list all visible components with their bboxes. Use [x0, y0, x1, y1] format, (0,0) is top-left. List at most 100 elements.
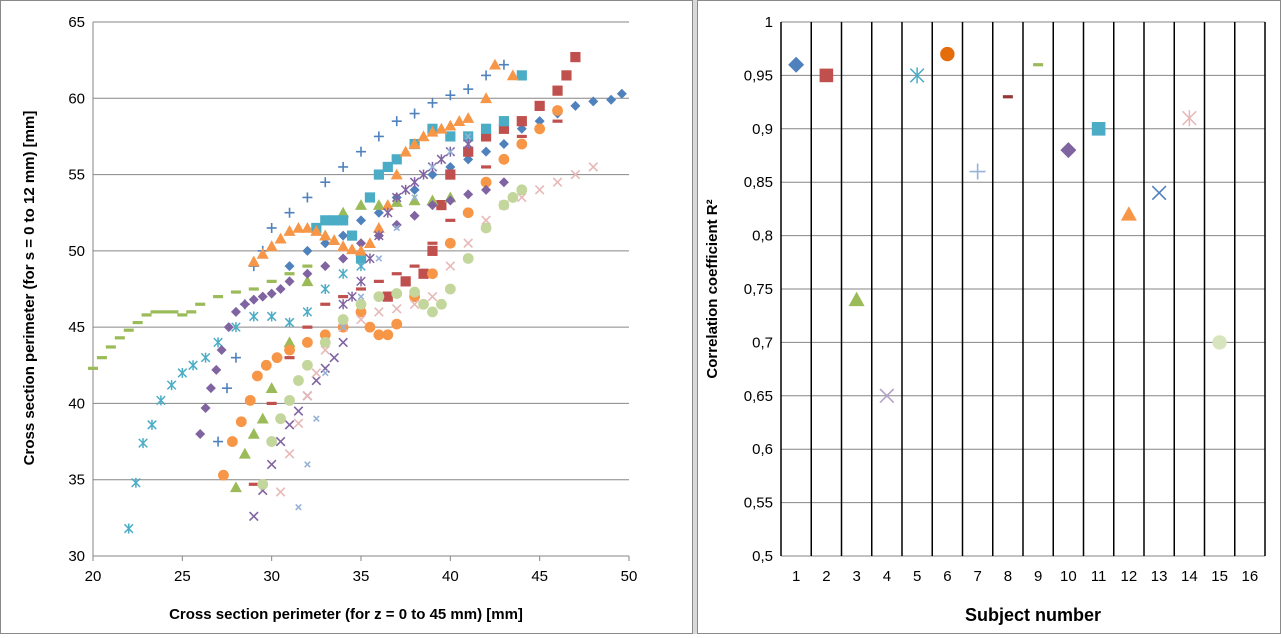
right-y-tick-label: 1 [765, 14, 773, 31]
left-data-point [381, 199, 394, 210]
left-data-point [462, 112, 475, 123]
left-data-point [105, 345, 116, 349]
left-data-point [427, 291, 438, 302]
left-data-point [481, 184, 492, 195]
left-data-point [616, 88, 627, 99]
left-data-point [257, 478, 269, 490]
left-series-9 [88, 264, 313, 370]
left-series-2 [382, 51, 581, 302]
right-chart-panel: 0,5 0,55 0,6 0,65 0,7 0,75 0,8 0,85 0,9 0,95 1 1 2 3 4… [697, 0, 1281, 634]
left-data-point [230, 290, 241, 294]
left-data-point [552, 85, 563, 96]
left-data-point [238, 447, 251, 459]
right-y-tick-label: 0,75 [744, 281, 773, 298]
left-data-point [96, 356, 107, 360]
left-data-point [355, 244, 367, 256]
left-data-point [195, 428, 206, 439]
left-data-point [284, 344, 295, 356]
left-data-point [588, 96, 599, 107]
left-y-tick-label: 60 [68, 90, 85, 107]
right-data-point-subject-8 [1002, 95, 1013, 99]
right-data-point-subject-7 [969, 163, 986, 180]
left-y-tick-label: 35 [68, 472, 85, 489]
left-data-point [481, 165, 492, 169]
left-data-point [498, 116, 510, 127]
left-data-point [338, 337, 348, 348]
left-data-point [266, 459, 277, 470]
left-chart-panel: 30 35 40 45 50 55 60 65 20 25 30 35 40 45 50 Cross sec… [0, 0, 693, 634]
left-data-point [213, 436, 224, 447]
left-data-point [88, 366, 98, 370]
right-data-point-subject-14 [1182, 110, 1197, 127]
left-data-point [570, 169, 581, 180]
left-data-point [230, 306, 241, 317]
left-data-point [284, 317, 295, 328]
left-data-point [260, 359, 272, 371]
left-y-tick-label: 40 [68, 395, 85, 412]
left-data-point [445, 218, 456, 222]
left-data-point [534, 100, 545, 112]
left-data-point [200, 403, 211, 414]
right-y-tick-label: 0,7 [752, 334, 773, 351]
left-y-tick-label: 45 [68, 319, 85, 336]
left-data-point [516, 192, 527, 203]
left-data-point [311, 375, 322, 386]
right-x-tick-label: 10 [1060, 568, 1077, 585]
left-data-point [409, 264, 420, 268]
left-data-point [391, 318, 403, 330]
right-data-point-subject-1 [788, 56, 805, 73]
left-data-point [417, 130, 430, 142]
left-data-point [275, 436, 286, 447]
left-data-point [418, 268, 429, 279]
left-data-point [464, 133, 472, 140]
left-data-point [284, 356, 295, 360]
left-data-point [418, 298, 429, 310]
left-data-point [393, 224, 401, 232]
left-data-point [498, 199, 510, 211]
right-x-tick-label: 11 [1091, 568, 1107, 585]
left-data-point [337, 240, 350, 252]
left-data-point [156, 395, 166, 406]
left-data-point [195, 302, 206, 306]
left-data-point [114, 336, 125, 340]
left-data-point [373, 291, 385, 303]
right-x-axis-title: Subject number [965, 605, 1101, 625]
left-data-point [436, 154, 447, 165]
left-data-point [302, 192, 313, 203]
left-data-point [588, 162, 599, 172]
left-data-point [427, 306, 438, 318]
left-data-point [223, 322, 234, 333]
left-y-tick-label: 50 [68, 243, 85, 260]
left-data-point [248, 482, 259, 486]
left-data-point [391, 288, 403, 299]
right-data-point-subject-13 [1151, 185, 1167, 201]
right-x-tick-label: 2 [822, 568, 830, 585]
left-data-point [382, 291, 393, 302]
left-data-point [480, 131, 492, 142]
left-data-point [356, 276, 366, 287]
right-x-tick-label: 5 [913, 568, 921, 585]
left-data-point [355, 306, 367, 318]
left-data-point [516, 184, 528, 196]
left-data-point [338, 230, 349, 241]
left-data-point [247, 255, 260, 267]
left-data-point [244, 394, 256, 406]
left-data-point [445, 131, 456, 142]
left-data-point [481, 146, 492, 157]
right-x-tick-label: 7 [973, 568, 981, 585]
left-data-point [382, 161, 393, 173]
left-x-tick-label: 50 [621, 568, 638, 585]
right-data-point-subject-2 [819, 68, 834, 83]
left-data-point [480, 123, 492, 134]
right-y-tick-label: 0,6 [752, 441, 773, 458]
left-data-point [426, 125, 439, 137]
right-y-tick-label: 0,55 [744, 495, 773, 512]
left-data-point [427, 241, 438, 245]
left-data-point [346, 243, 359, 255]
left-data-point [123, 523, 134, 534]
left-data-point [150, 310, 161, 314]
left-data-point [516, 138, 528, 150]
left-data-point [346, 230, 358, 241]
right-data-point-subject-15 [1212, 335, 1227, 350]
left-data-point [284, 261, 295, 272]
